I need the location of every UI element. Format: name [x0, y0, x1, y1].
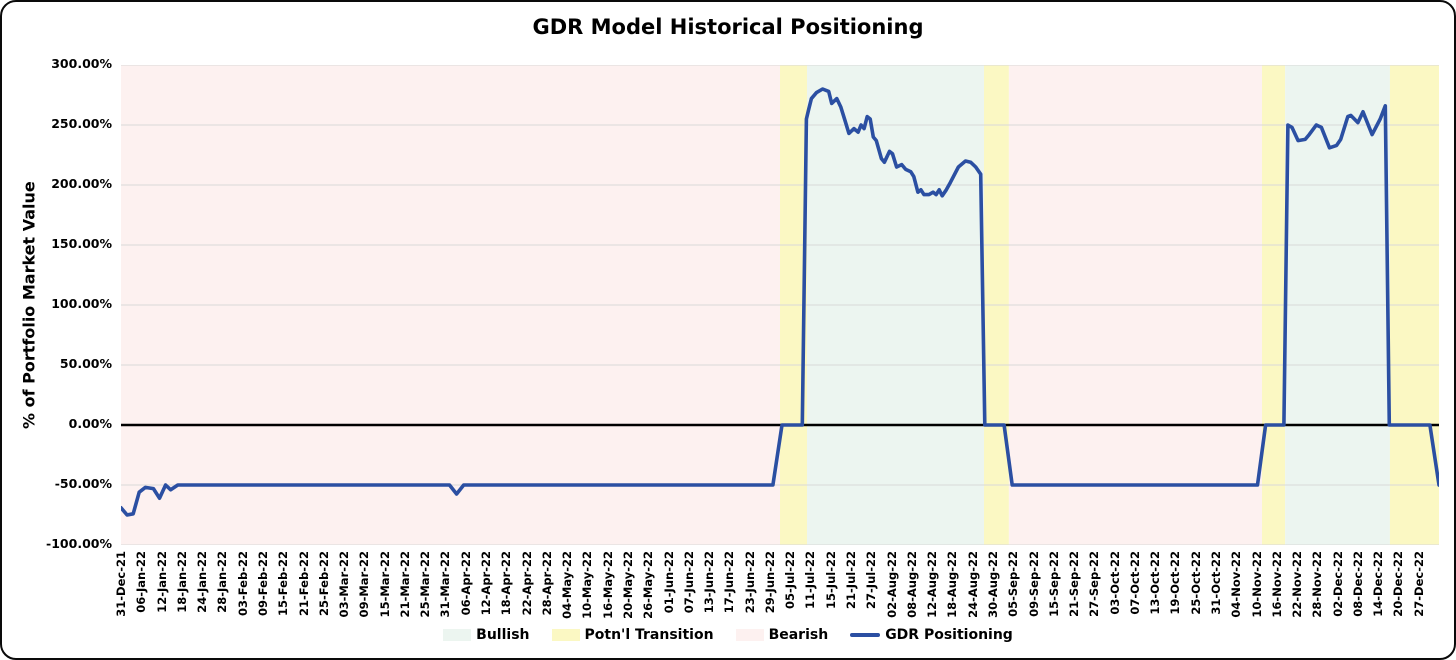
plot-area	[121, 65, 1439, 545]
x-tick-label: 22-Nov-22	[1290, 551, 1305, 618]
bullish-swatch	[443, 629, 472, 641]
x-tick-label: 31-Mar-22	[438, 551, 453, 618]
x-tick-label: 30-Aug-22	[985, 551, 1000, 618]
x-tick-label: 07-Oct-22	[1127, 551, 1142, 615]
x-tick-label: 13-Oct-22	[1148, 551, 1163, 615]
x-tick-label: 18-Apr-22	[499, 551, 514, 616]
x-tick-label: 03-Feb-22	[235, 551, 250, 616]
x-tick-label: 29-Jun-22	[762, 551, 777, 614]
x-tick-label: 07-Jun-22	[681, 551, 696, 614]
x-tick-label: 20-Dec-22	[1391, 551, 1406, 617]
x-tick-label: 21-Sep-22	[1067, 551, 1081, 617]
y-tick-label: 200.00%	[51, 176, 112, 191]
x-tick-label: 22-Apr-22	[519, 551, 534, 616]
x-tick-label: 15-Sep-22	[1046, 551, 1061, 617]
x-tick-label: 09-Feb-22	[255, 551, 270, 616]
x-tick-label: 02-Dec-22	[1330, 551, 1345, 617]
x-tick-label: 02-Aug-22	[884, 551, 899, 618]
x-tick-label: 31-Oct-22	[1209, 551, 1223, 615]
x-tick-label: 08-Aug-22	[904, 551, 919, 618]
y-tick-label: 100.00%	[51, 296, 112, 311]
x-tick-label: 09-Mar-22	[357, 551, 372, 618]
x-tick-label: 09-Sep-22	[1026, 551, 1041, 617]
x-tick-label: 05-Jul-22	[783, 551, 798, 609]
x-tick-label: 31-Dec-21	[114, 551, 128, 617]
x-tick-label: 21-Mar-22	[397, 551, 412, 618]
x-tick-label: 18-Jan-22	[174, 551, 189, 613]
x-tick-label: 03-Oct-22	[1107, 551, 1122, 615]
y-tick-label: 0.00%	[68, 416, 112, 431]
x-tick-label: 23-Jun-22	[742, 551, 757, 614]
x-tick-label: 14-Dec-22	[1371, 551, 1386, 617]
x-tick-label: 11-Jul-22	[803, 551, 818, 609]
x-tick-label: 18-Aug-22	[945, 551, 960, 618]
y-tick-label: -100.00%	[46, 536, 112, 551]
y-tick-label: 300.00%	[51, 56, 112, 71]
x-tick-label: 13-Jun-22	[702, 551, 716, 614]
x-tick-label: 04-Nov-22	[1229, 551, 1244, 618]
x-tick-label: 28-Apr-22	[539, 551, 554, 616]
gdr-positioning-line	[121, 87, 1439, 517]
x-tick-label: 06-Apr-22	[458, 551, 473, 616]
x-tick-label: 24-Aug-22	[965, 551, 980, 618]
y-tick-label: 250.00%	[51, 116, 112, 131]
x-tick-label: 05-Sep-22	[1006, 551, 1021, 617]
x-tick-label: 26-May-22	[641, 551, 656, 619]
legend-item-gdr-positioning: GDR Positioning	[850, 627, 1013, 643]
transition-swatch	[551, 629, 580, 641]
x-tick-label: 25-Oct-22	[1188, 551, 1203, 615]
x-tick-label: 21-Feb-22	[296, 551, 311, 616]
x-tick-label: 27-Dec-22	[1411, 551, 1426, 617]
x-tick-label: 16-May-22	[600, 551, 615, 619]
x-tick-label: 10-Nov-22	[1249, 551, 1264, 618]
chart-canvas	[121, 65, 1439, 545]
x-tick-label: 21-Jul-22	[844, 551, 858, 609]
x-tick-label: 03-Mar-22	[337, 551, 351, 618]
gdr-line-swatch	[850, 633, 881, 637]
x-tick-label: 19-Oct-22	[1168, 551, 1183, 615]
x-tick-label: 10-May-22	[580, 551, 595, 619]
legend-label: Potn'l Transition	[584, 627, 714, 643]
x-tick-label: 12-Jan-22	[154, 551, 169, 613]
x-tick-label: 04-May-22	[560, 551, 575, 619]
x-tick-label: 28-Jan-22	[215, 551, 230, 613]
x-tick-label: 16-Nov-22	[1269, 551, 1284, 618]
legend-label: GDR Positioning	[885, 627, 1013, 643]
x-tick-label: 12-Aug-22	[925, 551, 940, 618]
y-tick-label: 50.00%	[59, 356, 112, 371]
x-tick-label: 01-Jun-22	[661, 551, 676, 614]
y-tick-label: 150.00%	[51, 236, 112, 251]
legend-item-bullish: Bullish	[443, 627, 530, 643]
x-tick-label: 15-Mar-22	[377, 551, 392, 618]
legend-item-bearish: Bearish	[735, 627, 829, 643]
legend-label: Bullish	[476, 627, 530, 643]
legend-label: Bearish	[768, 627, 829, 643]
chart-title: GDR Model Historical Positioning	[532, 15, 924, 39]
legend: Bullish Potn'l Transition Bearish GDR Po…	[2, 627, 1454, 643]
x-tick-label: 17-Jun-22	[722, 551, 737, 614]
legend-item-transition: Potn'l Transition	[551, 627, 714, 643]
x-tick-label: 28-Nov-22	[1310, 551, 1325, 618]
x-tick-label: 06-Jan-22	[134, 551, 149, 613]
x-tick-label: 15-Jul-22	[823, 551, 838, 609]
x-tick-label: 12-Apr-22	[479, 551, 493, 616]
x-tick-label: 25-Feb-22	[316, 551, 331, 616]
bearish-swatch	[735, 629, 764, 641]
x-tick-label: 24-Jan-22	[195, 551, 210, 613]
x-tick-label: 08-Dec-22	[1350, 551, 1365, 617]
x-tick-label: 25-Mar-22	[418, 551, 433, 618]
x-tick-label: 27-Sep-22	[1087, 551, 1102, 617]
y-tick-label: -50.00%	[54, 476, 112, 491]
x-tick-label: 15-Feb-22	[276, 551, 291, 616]
x-tick-label: 20-May-22	[620, 551, 635, 619]
x-tick-label: 27-Jul-22	[864, 551, 879, 609]
